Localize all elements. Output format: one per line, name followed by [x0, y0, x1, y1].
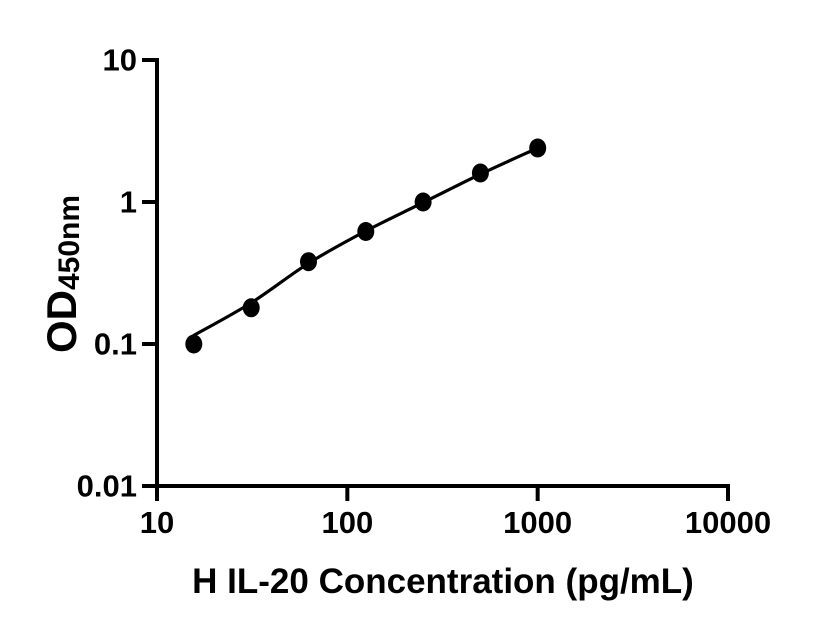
y-axis-title-subscript: 450nm	[53, 194, 86, 291]
x-tick-label: 1000	[503, 505, 573, 540]
x-tick-label: 10	[139, 505, 175, 540]
data-point-marker	[357, 222, 375, 241]
data-point-marker	[414, 192, 432, 212]
y-axis-title-main: OD	[38, 290, 85, 354]
y-tick-label: 0.1	[93, 326, 137, 362]
x-axis-title: H IL-20 Concentration (pg/mL)	[192, 562, 694, 601]
y-tick-label: 1	[119, 184, 137, 220]
x-tick-label: 100	[321, 505, 374, 540]
y-tick-label: 10	[102, 42, 137, 78]
data-point-marker	[529, 138, 547, 158]
x-tick-label: 10000	[684, 505, 772, 540]
y-tick-label: 0.01	[76, 468, 137, 504]
data-point-marker	[471, 163, 489, 183]
data-point-marker	[185, 334, 203, 354]
data-point-marker	[242, 298, 260, 318]
y-axis-title: OD450nm	[38, 194, 86, 354]
data-point-marker	[300, 252, 317, 272]
